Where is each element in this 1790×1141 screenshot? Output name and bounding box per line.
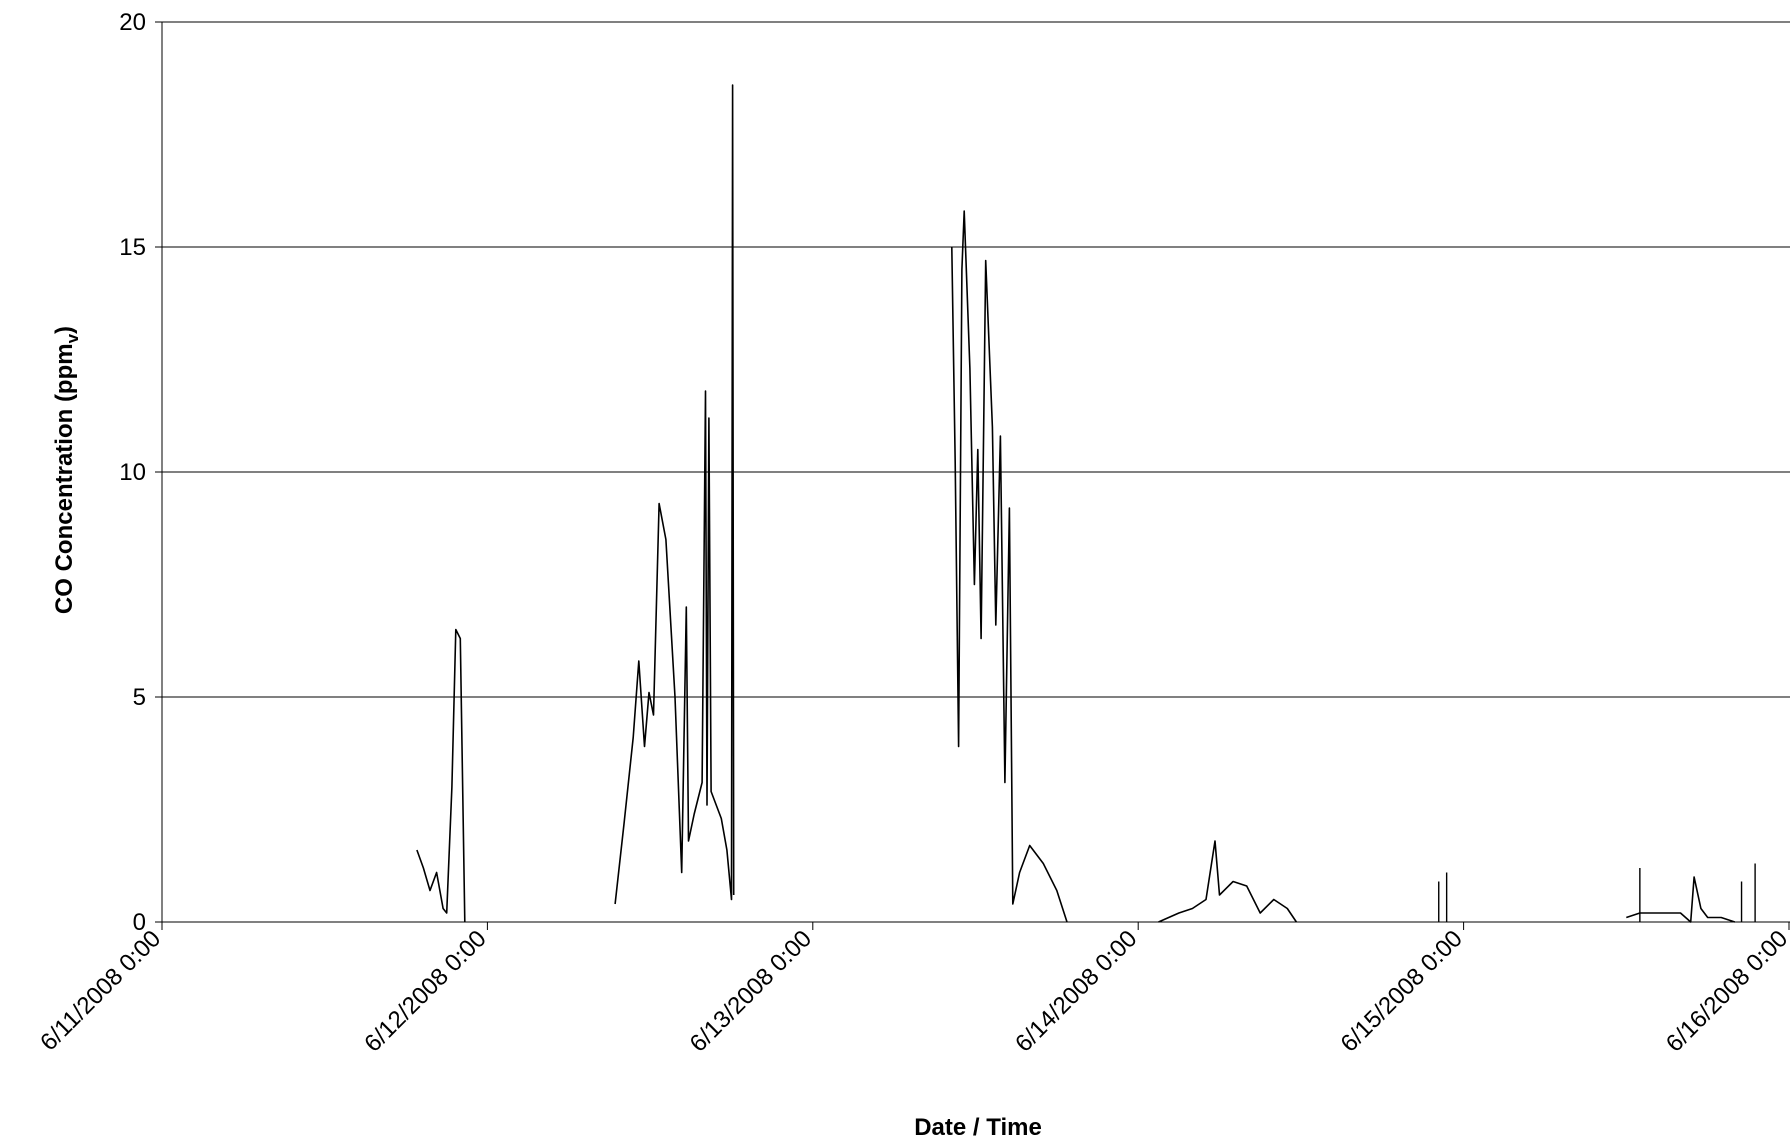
y-tick-label: 0 [133, 909, 146, 936]
y-axis-title-close: ) [51, 326, 78, 334]
x-tick-labels: 6/11/2008 0:00 6/12/2008 0:00 6/13/2008 0:… [35, 925, 1790, 1057]
series-segment-0 [416, 628, 466, 923]
y-tick-label: 5 [133, 684, 146, 711]
grid-lines [162, 21, 1790, 698]
x-tick-label: 6/11/2008 0:00 [35, 925, 166, 1056]
series-group [416, 84, 1756, 923]
y-axis-title-subscript: v [63, 333, 82, 343]
x-tick-label: 6/13/2008 0:00 [685, 925, 817, 1057]
x-axis-title: Date / Time [914, 1114, 1042, 1141]
x-tick-label: 6/15/2008 0:00 [1336, 925, 1468, 1057]
y-tick-label: 15 [119, 234, 146, 261]
series-segment-1 [614, 84, 735, 905]
y-tick-labels: 0 5 10 15 20 [119, 9, 146, 936]
series-segment-3 [1158, 840, 1298, 923]
axes [155, 21, 1790, 930]
y-axis-title-main: CO Concentration (ppm [51, 343, 78, 614]
y-axis-title: CO Concentration (ppmv) [51, 326, 82, 614]
x-tick-label: 6/12/2008 0:00 [359, 925, 491, 1057]
x-tick-label: 6/16/2008 0:00 [1661, 925, 1790, 1057]
y-tick-label: 20 [119, 9, 146, 36]
series-segment-2 [951, 210, 1068, 923]
x-tick-label: 6/14/2008 0:00 [1010, 925, 1142, 1057]
series-segment-4 [1626, 876, 1736, 923]
y-tick-label: 10 [119, 459, 146, 486]
